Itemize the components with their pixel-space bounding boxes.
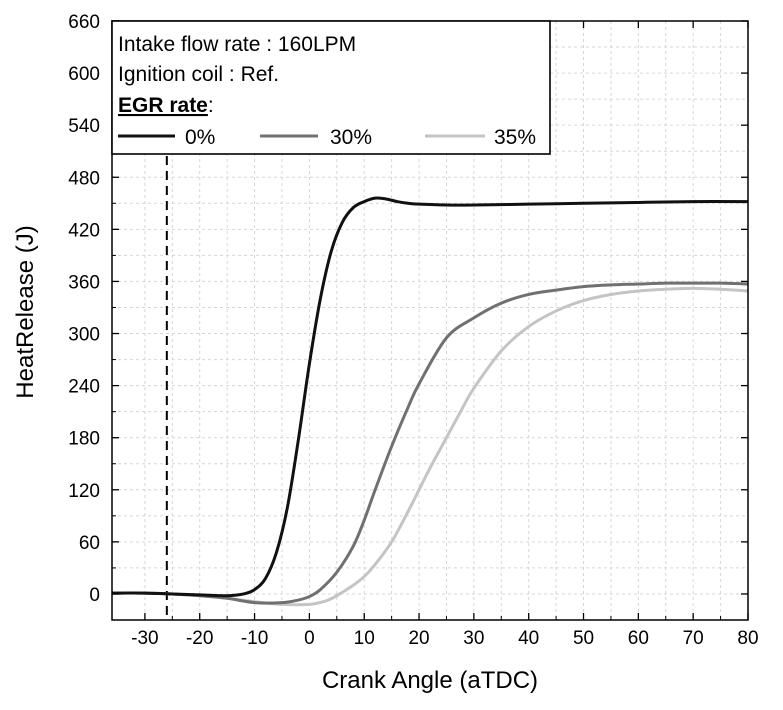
y-tick-label: 540 [68,116,100,137]
x-tick-label: 40 [518,628,539,649]
y-tick-label: 600 [68,64,100,85]
legend-heading-line: EGR rate: [118,94,214,117]
x-tick-label: -20 [186,628,213,649]
series-line-2 [111,286,749,607]
x-tick-label: 80 [737,628,758,649]
tick-layer: -30 -20 -10 0 10 20 30 40 50 60 70 80 0 60 120 180 240 30… [68,12,758,649]
legend-label-2: 35% [494,126,536,149]
legend-box [111,20,551,155]
legend-heading-colon: : [208,94,214,117]
series-line-0 [111,196,749,598]
x-tick-label: 0 [304,628,315,649]
series-layer [111,196,749,607]
y-tick-label: 480 [68,168,100,189]
legend: Intake flow rate : 160LPM Ignition coil … [111,20,551,155]
y-tick-label: 300 [68,325,100,346]
y-tick-label: 360 [68,272,100,293]
legend-heading: EGR rate [118,94,208,117]
y-tick-label: 660 [68,12,100,33]
y-tick-label: 420 [68,220,100,241]
legend-note-intake-flow: Intake flow rate : 160LPM [118,33,356,56]
y-tick-label: 120 [68,481,100,502]
y-axis-title: HeatRelease (J) [12,225,39,398]
legend-note-ignition-coil: Ignition coil : Ref. [118,63,279,86]
y-tick-label: 60 [79,533,100,554]
x-tick-label: 70 [683,628,704,649]
y-tick-label: 240 [68,377,100,398]
x-tick-label: 50 [573,628,594,649]
x-tick-label: 60 [628,628,649,649]
x-tick-label: 20 [408,628,429,649]
y-tick-label: 0 [89,585,100,606]
y-tick-label: 180 [68,429,100,450]
legend-label-1: 30% [330,126,372,149]
x-tick-label: -30 [131,628,158,649]
x-tick-label: -10 [241,628,268,649]
series-line-1 [111,281,749,605]
x-tick-label: 10 [354,628,375,649]
x-tick-label: 30 [463,628,484,649]
legend-label-0: 0% [185,126,215,149]
x-axis-title: Crank Angle (aTDC) [322,667,538,694]
